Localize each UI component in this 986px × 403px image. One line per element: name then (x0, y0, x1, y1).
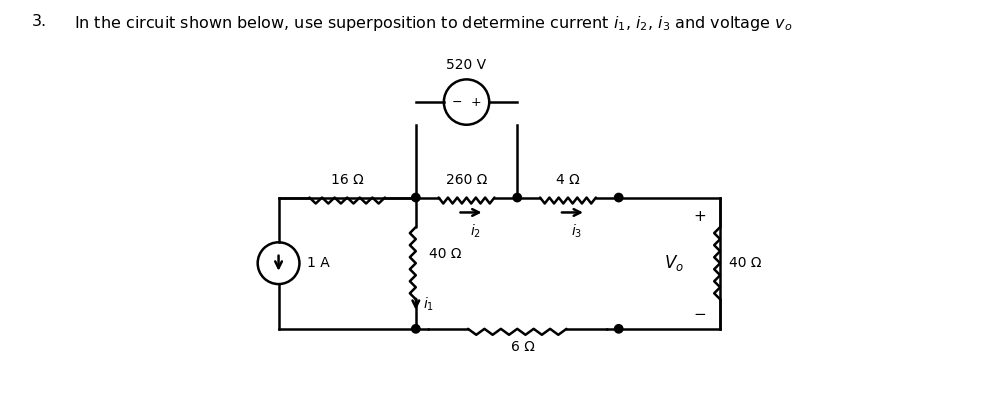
Text: $V_o$: $V_o$ (665, 253, 684, 273)
Text: 6 Ω: 6 Ω (512, 340, 535, 353)
Text: In the circuit shown below, use superposition to determine current $i_1$, $i_2$,: In the circuit shown below, use superpos… (74, 14, 793, 33)
Text: 40 Ω: 40 Ω (429, 247, 461, 261)
Text: −: − (452, 96, 462, 108)
Text: +: + (470, 96, 481, 108)
Text: −: − (693, 307, 706, 322)
Text: 4 Ω: 4 Ω (556, 173, 580, 187)
Text: 3.: 3. (32, 14, 46, 29)
Text: 1 A: 1 A (307, 256, 329, 270)
Circle shape (513, 193, 522, 202)
Text: $i_1$: $i_1$ (423, 296, 434, 313)
Text: 260 Ω: 260 Ω (446, 173, 487, 187)
Circle shape (614, 325, 623, 333)
Circle shape (411, 325, 420, 333)
Circle shape (411, 193, 420, 202)
Text: 16 Ω: 16 Ω (331, 173, 364, 187)
Text: 40 Ω: 40 Ω (729, 256, 761, 270)
Text: $i_3$: $i_3$ (571, 222, 583, 240)
Text: +: + (693, 210, 706, 224)
Text: $i_2$: $i_2$ (470, 222, 481, 240)
Circle shape (614, 193, 623, 202)
Text: 520 V: 520 V (447, 58, 487, 72)
